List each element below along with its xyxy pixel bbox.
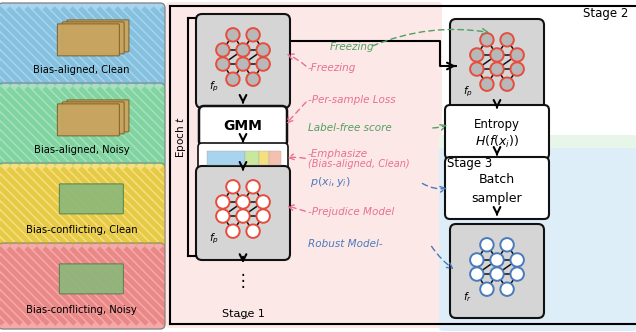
Text: Freezing: Freezing: [330, 42, 375, 52]
Bar: [259, 151, 269, 165]
FancyBboxPatch shape: [198, 143, 288, 173]
Circle shape: [246, 224, 260, 238]
Circle shape: [470, 62, 483, 76]
Text: Stage 3: Stage 3: [447, 157, 492, 170]
Text: Stage 2: Stage 2: [583, 7, 628, 20]
FancyBboxPatch shape: [57, 104, 120, 136]
Text: Bias-aligned, Clean: Bias-aligned, Clean: [33, 65, 130, 75]
Text: Label-free score: Label-free score: [308, 123, 392, 133]
Circle shape: [480, 283, 494, 296]
FancyBboxPatch shape: [62, 22, 124, 54]
Circle shape: [216, 209, 230, 223]
Text: Stage 1: Stage 1: [221, 309, 265, 319]
FancyBboxPatch shape: [59, 264, 123, 294]
FancyBboxPatch shape: [445, 105, 549, 159]
Text: (Bias-aligned, Clean): (Bias-aligned, Clean): [308, 159, 410, 169]
FancyBboxPatch shape: [57, 24, 120, 56]
Text: -Emphasize: -Emphasize: [308, 149, 368, 159]
Circle shape: [216, 57, 230, 71]
Circle shape: [216, 195, 230, 209]
Circle shape: [256, 43, 270, 57]
Text: sampler: sampler: [472, 192, 522, 205]
Text: Bias-conflicting, Clean: Bias-conflicting, Clean: [25, 225, 137, 235]
Text: -Per-sample Loss: -Per-sample Loss: [308, 95, 396, 105]
Circle shape: [470, 48, 483, 62]
Circle shape: [511, 253, 524, 267]
Circle shape: [226, 224, 240, 238]
Text: Entropy: Entropy: [474, 118, 520, 130]
FancyBboxPatch shape: [439, 148, 636, 331]
Text: -Freezing: -Freezing: [308, 63, 356, 73]
Circle shape: [226, 180, 240, 194]
Text: ⋮: ⋮: [235, 272, 251, 290]
Text: Robust Model-: Robust Model-: [308, 239, 383, 249]
FancyBboxPatch shape: [439, 135, 636, 328]
Circle shape: [237, 209, 250, 223]
Bar: [269, 151, 281, 165]
FancyBboxPatch shape: [196, 14, 290, 108]
Circle shape: [470, 267, 483, 281]
Circle shape: [246, 180, 260, 194]
Circle shape: [511, 62, 524, 76]
FancyBboxPatch shape: [166, 2, 442, 328]
Text: Bias-aligned, Noisy: Bias-aligned, Noisy: [34, 145, 129, 155]
Circle shape: [256, 209, 270, 223]
Bar: [207, 151, 245, 165]
Text: $f_p$: $f_p$: [209, 232, 219, 246]
Circle shape: [501, 77, 514, 91]
Text: Batch: Batch: [479, 173, 515, 186]
Circle shape: [511, 48, 524, 62]
Circle shape: [501, 33, 514, 46]
Circle shape: [511, 267, 524, 281]
Circle shape: [246, 28, 260, 42]
Text: -Prejudice Model: -Prejudice Model: [308, 207, 394, 217]
Circle shape: [480, 238, 494, 252]
FancyBboxPatch shape: [67, 20, 129, 52]
Circle shape: [490, 267, 504, 281]
Circle shape: [480, 77, 494, 91]
Circle shape: [480, 33, 494, 46]
FancyBboxPatch shape: [59, 184, 123, 214]
Text: $f_r$: $f_r$: [463, 290, 472, 304]
Circle shape: [216, 43, 230, 57]
Circle shape: [490, 253, 504, 267]
FancyBboxPatch shape: [0, 243, 165, 329]
Text: GMM: GMM: [224, 119, 263, 133]
Text: $f_p$: $f_p$: [463, 85, 473, 99]
Circle shape: [490, 62, 504, 76]
Text: $H(f(x_i))$: $H(f(x_i))$: [475, 133, 519, 150]
FancyBboxPatch shape: [67, 100, 129, 132]
FancyBboxPatch shape: [0, 163, 165, 249]
Circle shape: [501, 283, 514, 296]
Circle shape: [501, 238, 514, 252]
Circle shape: [237, 57, 250, 71]
Text: $p(x_i, y_i)$: $p(x_i, y_i)$: [310, 175, 350, 189]
Circle shape: [226, 72, 240, 86]
Text: Bias-conflicting, Noisy: Bias-conflicting, Noisy: [26, 305, 137, 315]
Circle shape: [490, 48, 504, 62]
FancyBboxPatch shape: [199, 106, 287, 146]
Circle shape: [256, 57, 270, 71]
FancyBboxPatch shape: [62, 102, 124, 134]
Bar: [245, 151, 259, 165]
Circle shape: [237, 43, 250, 57]
Circle shape: [246, 72, 260, 86]
Circle shape: [237, 195, 250, 209]
FancyBboxPatch shape: [445, 157, 549, 219]
Circle shape: [256, 195, 270, 209]
FancyBboxPatch shape: [0, 3, 165, 89]
Circle shape: [470, 253, 483, 267]
FancyBboxPatch shape: [450, 19, 544, 113]
FancyBboxPatch shape: [0, 83, 165, 169]
Text: $f_p$: $f_p$: [209, 80, 219, 94]
Text: Epoch $t$: Epoch $t$: [174, 116, 188, 158]
FancyBboxPatch shape: [450, 224, 544, 318]
Circle shape: [226, 28, 240, 42]
Text: ⋯: ⋯: [237, 312, 249, 322]
FancyBboxPatch shape: [196, 166, 290, 260]
